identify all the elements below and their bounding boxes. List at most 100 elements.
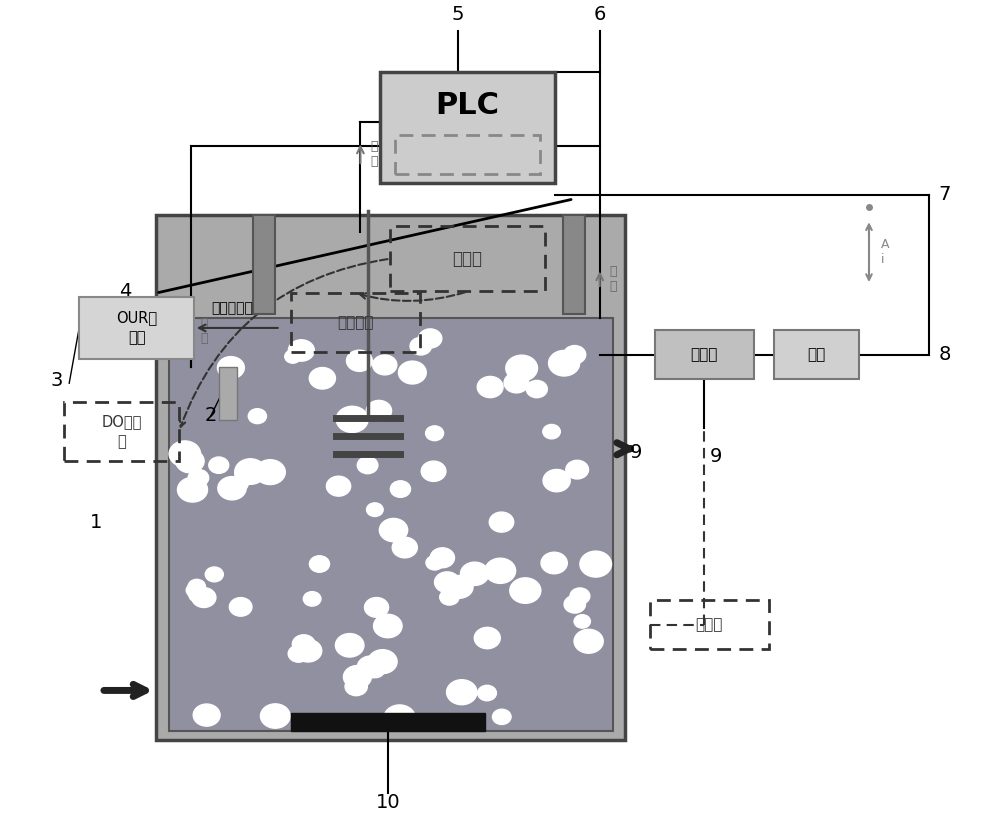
Circle shape <box>574 614 590 629</box>
Circle shape <box>510 578 541 604</box>
Text: OUR测
定仪: OUR测 定仪 <box>116 310 157 346</box>
Text: 8: 8 <box>939 345 951 364</box>
Circle shape <box>343 666 371 688</box>
Circle shape <box>229 598 252 616</box>
Circle shape <box>205 567 223 582</box>
Circle shape <box>477 376 503 398</box>
Bar <box>79 297 194 359</box>
Circle shape <box>526 380 547 398</box>
Circle shape <box>255 460 285 485</box>
Circle shape <box>374 614 402 638</box>
Bar <box>395 135 540 174</box>
Circle shape <box>303 591 321 606</box>
Text: 信
号: 信 号 <box>370 140 378 168</box>
Circle shape <box>169 441 201 466</box>
Circle shape <box>309 556 329 572</box>
Circle shape <box>285 350 301 363</box>
Circle shape <box>392 538 417 558</box>
Bar <box>390 226 545 291</box>
Circle shape <box>366 400 392 421</box>
Bar <box>655 330 754 379</box>
Circle shape <box>188 470 209 486</box>
Text: 9: 9 <box>630 443 642 462</box>
Circle shape <box>478 686 496 700</box>
Bar <box>291 293 420 352</box>
Circle shape <box>574 629 603 653</box>
Circle shape <box>564 346 586 364</box>
Circle shape <box>248 409 266 423</box>
Circle shape <box>435 572 460 593</box>
Circle shape <box>235 463 261 485</box>
Circle shape <box>421 461 446 481</box>
Bar <box>64 402 179 461</box>
Text: 2: 2 <box>205 407 217 426</box>
Circle shape <box>430 547 454 568</box>
Circle shape <box>384 705 415 731</box>
Text: 9: 9 <box>709 447 722 466</box>
Bar <box>253 215 275 313</box>
Circle shape <box>426 426 444 441</box>
Circle shape <box>189 588 207 602</box>
Circle shape <box>373 355 397 375</box>
Circle shape <box>326 476 351 496</box>
Circle shape <box>365 598 389 617</box>
Circle shape <box>235 459 266 485</box>
Bar <box>774 330 859 379</box>
Text: 信
号: 信 号 <box>201 317 208 345</box>
Text: 4: 4 <box>119 282 131 301</box>
Circle shape <box>177 477 208 502</box>
Text: A
i: A i <box>881 238 889 266</box>
Circle shape <box>506 355 538 381</box>
Text: 搅拌装置: 搅拌装置 <box>337 315 374 330</box>
Circle shape <box>543 470 570 492</box>
Circle shape <box>345 677 367 696</box>
Circle shape <box>564 595 585 613</box>
Circle shape <box>504 373 529 393</box>
Bar <box>650 600 769 649</box>
Circle shape <box>176 450 204 473</box>
Circle shape <box>357 656 384 678</box>
Circle shape <box>460 562 489 586</box>
Circle shape <box>447 680 477 705</box>
Text: 6: 6 <box>594 6 606 25</box>
Circle shape <box>541 552 567 574</box>
Circle shape <box>218 476 246 500</box>
Text: 1: 1 <box>90 513 102 532</box>
Circle shape <box>294 639 322 662</box>
Circle shape <box>570 588 590 605</box>
Circle shape <box>426 556 443 570</box>
Circle shape <box>309 367 335 389</box>
Text: DO测定
仪: DO测定 仪 <box>101 414 142 449</box>
Circle shape <box>489 512 514 532</box>
Text: 流量计: 流量计 <box>691 347 718 362</box>
Text: 泥水混合液: 泥水混合液 <box>211 302 253 316</box>
Circle shape <box>398 361 426 384</box>
Circle shape <box>492 710 511 724</box>
Text: 风机: 风机 <box>807 347 826 362</box>
Text: 信
号: 信 号 <box>610 265 617 294</box>
Circle shape <box>549 351 580 376</box>
Circle shape <box>335 633 364 657</box>
Circle shape <box>445 576 473 598</box>
Circle shape <box>485 558 516 583</box>
Circle shape <box>217 356 244 379</box>
Circle shape <box>474 628 500 648</box>
Text: 曝气头: 曝气头 <box>696 618 723 633</box>
Circle shape <box>186 583 205 598</box>
Circle shape <box>209 457 229 473</box>
Text: 5: 5 <box>452 6 464 25</box>
Bar <box>156 215 625 739</box>
Circle shape <box>188 580 205 594</box>
Circle shape <box>368 650 397 674</box>
Text: 显示屏: 显示屏 <box>453 250 483 268</box>
Circle shape <box>231 477 248 490</box>
Bar <box>380 72 555 183</box>
Circle shape <box>440 589 459 605</box>
Circle shape <box>543 424 560 439</box>
Circle shape <box>410 337 431 355</box>
Bar <box>219 367 237 420</box>
Circle shape <box>288 645 309 662</box>
Circle shape <box>419 329 442 348</box>
Circle shape <box>580 551 612 577</box>
Circle shape <box>192 588 216 608</box>
